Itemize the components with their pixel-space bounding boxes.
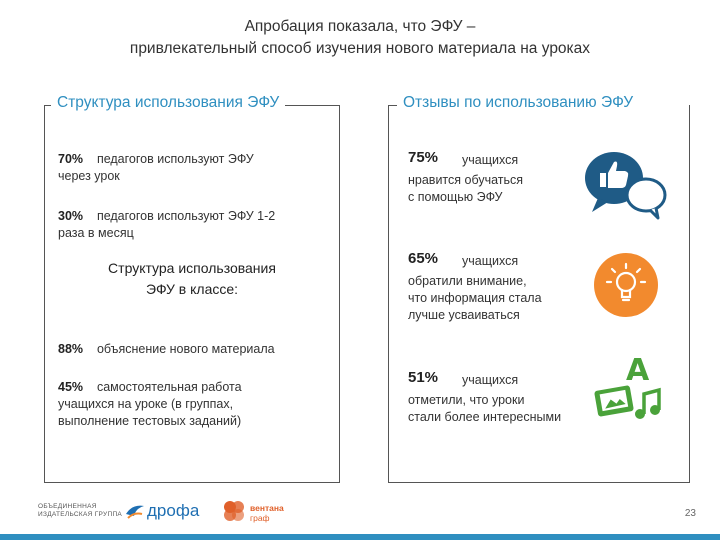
lightbulb-icon	[594, 253, 658, 317]
review-line: что информация стала	[408, 291, 542, 305]
review-text: обратили внимание, что информация стала …	[408, 273, 583, 324]
stat-text: объяснение нового материала	[96, 342, 275, 356]
page-number: 23	[684, 508, 696, 519]
usage-structure-heading: Структура использования ЭФУ	[51, 94, 286, 112]
stat-70: 70% педагогов используют ЭФУ через урок	[58, 151, 338, 185]
logo-line: ОБЪЕДИНЕННАЯ	[38, 503, 97, 510]
review-text: отметили, что уроки стали более интересн…	[408, 392, 598, 426]
bottom-accent-bar	[0, 534, 720, 540]
title-line-1: Апробация показала, что ЭФУ –	[244, 18, 476, 35]
review-text: нравится обучаться с помощью ЭФУ	[408, 172, 583, 206]
logo-line: граф	[250, 513, 270, 523]
drofa-logo: дрофа	[147, 501, 200, 520]
review-line: стали более интересными	[408, 410, 562, 424]
stat-text: педагогов используют ЭФУ 1-2	[96, 209, 276, 223]
stat-text-cont: учащихся на уроке (в группах,	[58, 397, 234, 411]
stat-text-cont: выполнение тестовых заданий)	[58, 414, 242, 428]
review-line: с помощью ЭФУ	[408, 190, 503, 204]
review-line: отметили, что уроки	[408, 393, 525, 407]
review-percent: 51%	[408, 369, 439, 386]
stat-percent: 30%	[58, 209, 84, 223]
reviews-panel: Отзывы по использованию ЭФУ	[388, 94, 690, 483]
stat-text-cont: раза в месяц	[58, 226, 134, 240]
stat-percent: 45%	[58, 380, 84, 394]
ventana-logo-icon	[224, 501, 244, 521]
review-who: учащихся	[462, 153, 519, 167]
title-line-2: привлекательный способ изучения нового м…	[129, 40, 591, 57]
logo-line: ИЗДАТЕЛЬСКАЯ ГРУППА	[38, 511, 123, 518]
stat-88: 88% объяснение нового материала	[58, 341, 358, 358]
review-percent: 75%	[408, 149, 439, 166]
review-line: лучше усваиваться	[408, 308, 520, 322]
ventana-graf-logo: вентана граф	[250, 503, 284, 523]
review-line: нравится обучаться	[408, 173, 524, 187]
logo-line: вентана	[250, 503, 284, 513]
stat-30: 30% педагогов используют ЭФУ 1-2 раза в …	[58, 208, 338, 242]
svg-text:A: A	[626, 353, 650, 388]
stat-percent: 88%	[58, 342, 84, 356]
stat-45: 45% самостоятельная работа учащихся на у…	[58, 379, 338, 430]
stat-percent: 70%	[58, 152, 84, 166]
review-line: обратили внимание,	[408, 274, 527, 288]
class-usage-subheading: Структура использования ЭФУ в классе:	[60, 258, 324, 300]
review-who: учащихся	[462, 254, 519, 268]
drofa-bird-icon	[126, 505, 144, 519]
page-title: Апробация показала, что ЭФУ – привлекате…	[0, 16, 720, 60]
publishing-group-logo: ОБЪЕДИНЕННАЯ ИЗДАТЕЛЬСКАЯ ГРУППА	[38, 503, 122, 519]
review-who: учащихся	[462, 373, 519, 387]
review-percent: 65%	[408, 250, 439, 267]
stat-text: самостоятельная работа	[96, 380, 242, 394]
stat-text-cont: через урок	[58, 169, 120, 183]
media-icon: A	[594, 353, 661, 419]
usage-structure-panel: Структура использования ЭФУ	[44, 94, 340, 483]
reviews-heading: Отзывы по использованию ЭФУ	[397, 94, 640, 112]
chat-like-icon	[585, 152, 667, 220]
stat-text: педагогов используют ЭФУ	[96, 152, 254, 166]
subheading-line-1: Структура использования	[108, 260, 276, 276]
subheading-line-2: ЭФУ в классе:	[145, 281, 239, 297]
